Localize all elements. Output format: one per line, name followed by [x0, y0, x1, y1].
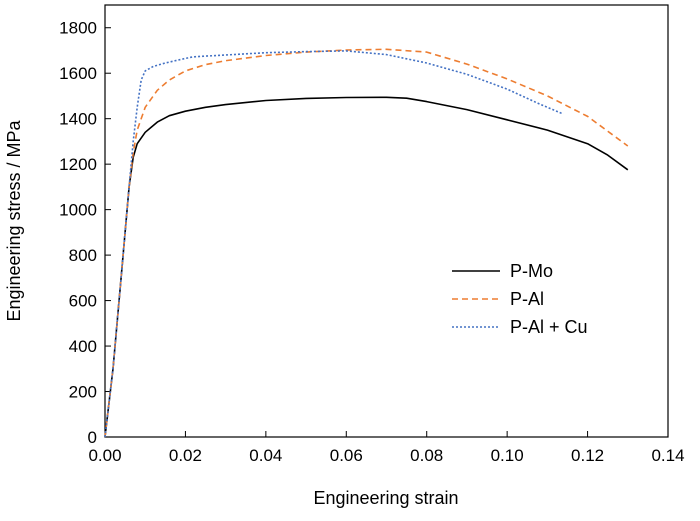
x-axis-ticks: 0.00 0.02 0.04 0.06 0.08 0.10 0.12 0.14	[88, 431, 685, 465]
legend: P-Mo P-Al P-Al + Cu	[452, 261, 588, 337]
x-tick-label: 0.12	[571, 446, 604, 465]
legend-label-p-mo: P-Mo	[510, 261, 553, 281]
y-tick-label: 1000	[59, 201, 97, 220]
plot-frame	[104, 4, 669, 438]
y-tick-label: 400	[69, 337, 97, 356]
x-tick-label: 0.10	[491, 446, 524, 465]
x-tick-label: 0.14	[651, 446, 684, 465]
legend-label-p-al: P-Al	[510, 289, 544, 309]
y-tick-label: 1800	[59, 19, 97, 38]
series-lines	[104, 48, 629, 438]
x-tick-label: 0.08	[410, 446, 443, 465]
x-tick-label: 0.02	[169, 446, 202, 465]
x-axis-title: Engineering strain	[313, 488, 458, 508]
y-tick-label: 600	[69, 292, 97, 311]
x-tick-label: 0.00	[88, 446, 121, 465]
y-tick-label: 1200	[59, 155, 97, 174]
x-tick-label: 0.06	[330, 446, 363, 465]
series-line-p-mo	[104, 96, 629, 438]
series-line-p-al	[104, 48, 629, 438]
y-tick-label: 200	[69, 383, 97, 402]
y-tick-label: 800	[69, 246, 97, 265]
y-tick-label: 1400	[59, 110, 97, 129]
series-line-p-al-cu	[104, 50, 564, 438]
y-axis-title: Engineering stress / MPa	[4, 119, 24, 321]
y-tick-label: 0	[88, 428, 97, 447]
y-tick-label: 1600	[59, 64, 97, 83]
y-axis-ticks: 0 200 400 600 800 1000 1200 1400 1600 1800	[59, 19, 111, 447]
legend-label-p-al-cu: P-Al + Cu	[510, 317, 588, 337]
x-tick-label: 0.04	[249, 446, 282, 465]
